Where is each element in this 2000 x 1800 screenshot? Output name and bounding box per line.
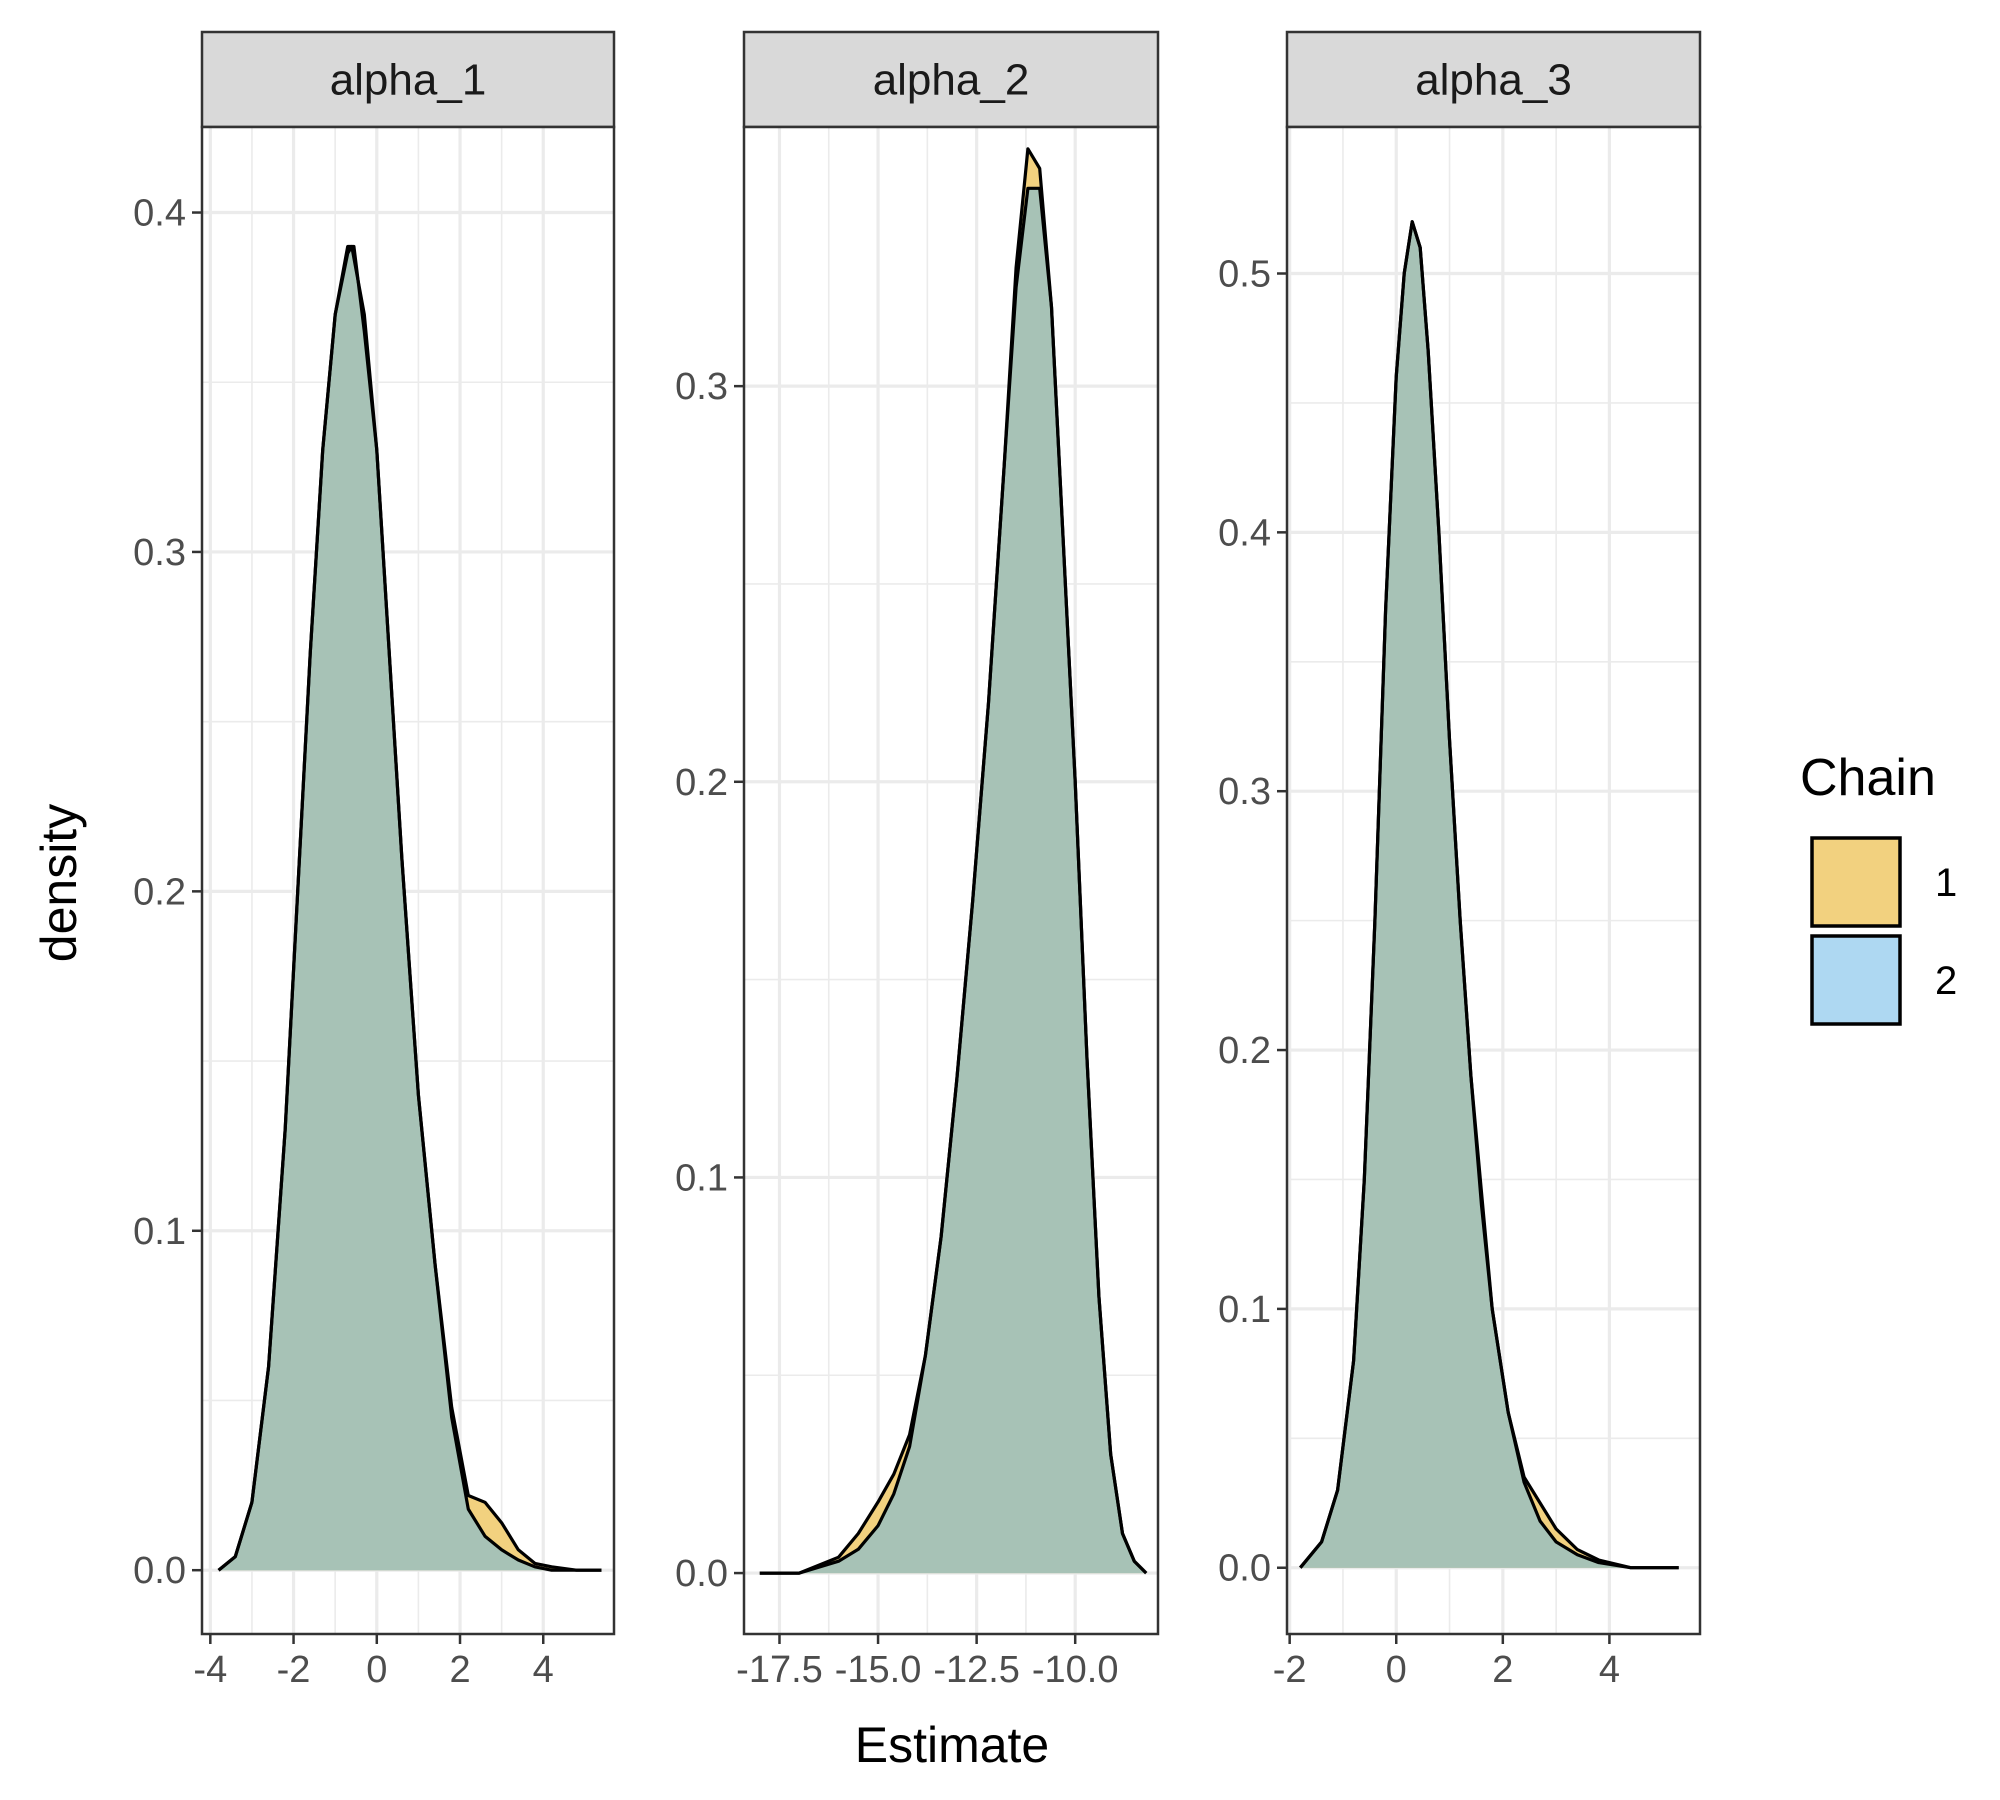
density-overlap-fill (759, 188, 1147, 1574)
strip-background (1285, 30, 1702, 129)
y-axis-ticks: 0.0 0.1 0.2 0.3 0.4 0.5 (1218, 254, 1287, 1590)
x-tick-label: -4 (193, 1649, 227, 1691)
x-tick-label: -17.5 (736, 1649, 823, 1691)
x-tick-label: 4 (533, 1649, 554, 1691)
legend-label: 1 (1935, 861, 1957, 905)
density-areas (759, 147, 1148, 1575)
x-axis-ticks: -4 -2 0 2 4 (193, 1634, 554, 1691)
strip-label: alpha_2 (873, 56, 1030, 105)
y-tick-label: 0.1 (133, 1211, 186, 1253)
x-tick-label: -2 (1273, 1649, 1307, 1691)
x-axis-ticks: -17.5 -15.0 -12.5 -10.0 (736, 1634, 1119, 1691)
facet-panel-alpha_1: alpha_1 -4 -2 0 2 4 0.0 0.1 0.2 0.3 0.4 (133, 30, 616, 1691)
x-axis-ticks: -2 0 2 4 (1273, 1634, 1620, 1691)
x-tick-label: 0 (366, 1649, 387, 1691)
y-tick-label: 0.3 (675, 366, 728, 408)
y-tick-label: 0.4 (133, 193, 186, 235)
legend-label: 2 (1935, 959, 1957, 1003)
legend-item-1: 1 (1810, 836, 1957, 928)
y-tick-label: 0.0 (1218, 1548, 1271, 1590)
x-tick-label: 2 (1492, 1649, 1513, 1691)
y-tick-label: 0.4 (1218, 512, 1271, 554)
y-axis-ticks: 0.0 0.1 0.2 0.3 0.4 (133, 193, 202, 1592)
x-tick-label: 2 (449, 1649, 470, 1691)
y-tick-label: 0.1 (675, 1157, 728, 1199)
x-tick-label: -10.0 (1032, 1649, 1119, 1691)
y-tick-label: 0.0 (675, 1553, 728, 1595)
legend-title: Chain (1800, 749, 1936, 807)
density-outline-chain-2 (217, 244, 602, 1572)
strip-label: alpha_1 (330, 56, 487, 105)
x-tick-label: 0 (1386, 1649, 1407, 1691)
x-tick-label: -12.5 (933, 1649, 1020, 1691)
x-tick-label: -2 (277, 1649, 311, 1691)
facet-panel-alpha_2: alpha_2 -17.5 -15.0 -12.5 -10.0 0.0 0.1 0.2 0.3 (675, 30, 1160, 1691)
y-tick-label: 0.3 (133, 532, 186, 574)
legend: Chain 1 2 (1800, 749, 1957, 1026)
y-tick-label: 0.3 (1218, 771, 1271, 813)
y-tick-label: 0.5 (1218, 254, 1271, 296)
panel-border (742, 125, 1160, 1636)
y-tick-label: 0.2 (1218, 1030, 1271, 1072)
density-areas (217, 244, 602, 1572)
density-overlap-fill (218, 246, 602, 1571)
facet-panel-alpha_3: alpha_3 -2 0 2 4 0.0 0.1 0.2 0.3 0.4 0.5 (1218, 30, 1702, 1691)
y-tick-label: 0.2 (675, 762, 728, 804)
y-axis-ticks: 0.0 0.1 0.2 0.3 (675, 366, 744, 1595)
legend-item-2: 2 (1810, 934, 1957, 1026)
legend-key (1810, 934, 1902, 1026)
density-outline-chain-2 (1299, 220, 1679, 1570)
panel-border (200, 125, 616, 1636)
density-areas (1299, 220, 1679, 1570)
density-outline-chain-2 (759, 186, 1148, 1575)
x-axis-title: Estimate (855, 1717, 1050, 1773)
legend-key (1810, 836, 1902, 928)
y-tick-label: 0.0 (133, 1550, 186, 1592)
y-tick-label: 0.1 (1218, 1289, 1271, 1331)
panel-border (1285, 125, 1702, 1636)
strip-background (742, 30, 1160, 129)
strip-label: alpha_3 (1415, 56, 1572, 105)
strip-background (200, 30, 616, 129)
facet-panels: alpha_1 -4 -2 0 2 4 0.0 0.1 0.2 0.3 0.4 alpha_2 -17.… (133, 30, 1702, 1691)
density-overlap-fill (1300, 221, 1679, 1568)
y-tick-label: 0.2 (133, 871, 186, 913)
y-axis-title: density (31, 804, 87, 962)
x-tick-label: 4 (1599, 1649, 1620, 1691)
x-tick-label: -15.0 (835, 1649, 922, 1691)
